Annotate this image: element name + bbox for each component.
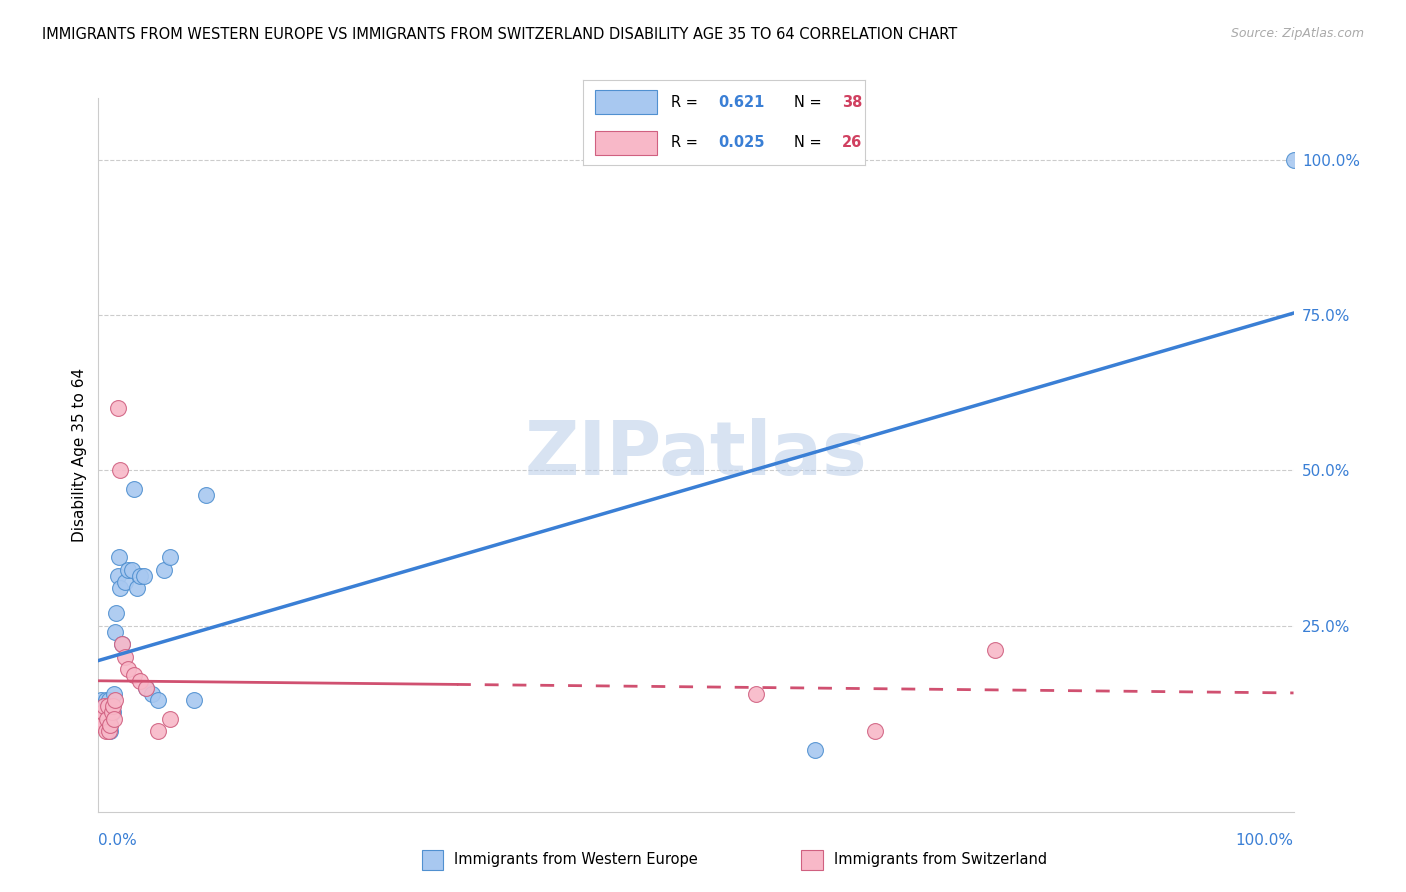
Text: R =: R =: [671, 95, 702, 110]
Point: [114, 649, 136, 664]
Point: [103, 687, 125, 701]
Point: [159, 550, 181, 565]
Point: [94, 693, 117, 707]
Point: [97, 699, 120, 714]
Text: 38: 38: [842, 95, 862, 110]
Point: [100, 706, 122, 720]
Point: [195, 488, 218, 502]
Point: [91, 699, 114, 714]
Point: [93, 712, 115, 726]
Text: Immigrants from Western Europe: Immigrants from Western Europe: [454, 853, 697, 867]
Text: 26: 26: [842, 136, 862, 151]
Point: [107, 401, 129, 416]
Point: [121, 563, 143, 577]
Point: [94, 724, 117, 739]
Text: 0.0%: 0.0%: [98, 833, 138, 848]
Point: [96, 712, 118, 726]
Point: [111, 637, 134, 651]
Point: [97, 712, 120, 726]
Point: [111, 637, 134, 651]
Point: [865, 724, 887, 739]
Point: [141, 687, 163, 701]
Point: [804, 742, 827, 756]
Point: [125, 582, 148, 596]
Point: [107, 550, 129, 565]
Point: [100, 699, 122, 714]
Point: [129, 569, 152, 583]
Point: [183, 693, 205, 707]
Point: [93, 699, 115, 714]
Point: [745, 687, 768, 701]
Point: [117, 563, 139, 577]
Text: 100.0%: 100.0%: [1236, 833, 1294, 848]
Point: [148, 724, 170, 739]
Text: N =: N =: [794, 136, 827, 151]
Point: [117, 662, 139, 676]
Point: [97, 699, 120, 714]
Point: [101, 706, 124, 720]
Text: N =: N =: [794, 95, 827, 110]
Point: [114, 575, 136, 590]
Point: [1282, 153, 1305, 168]
Point: [98, 724, 122, 739]
Point: [129, 674, 152, 689]
Text: R =: R =: [671, 136, 702, 151]
Text: Source: ZipAtlas.com: Source: ZipAtlas.com: [1230, 27, 1364, 40]
Point: [107, 569, 129, 583]
Text: IMMIGRANTS FROM WESTERN EUROPE VS IMMIGRANTS FROM SWITZERLAND DISABILITY AGE 35 : IMMIGRANTS FROM WESTERN EUROPE VS IMMIGR…: [42, 27, 957, 42]
Point: [104, 693, 127, 707]
Point: [98, 718, 122, 732]
Point: [105, 606, 128, 620]
Y-axis label: Disability Age 35 to 64: Disability Age 35 to 64: [72, 368, 87, 542]
Point: [93, 699, 115, 714]
Point: [90, 712, 112, 726]
Point: [135, 681, 157, 695]
Point: [103, 712, 125, 726]
Point: [98, 718, 122, 732]
Point: [91, 718, 114, 732]
Point: [108, 463, 131, 477]
Point: [104, 624, 127, 639]
FancyBboxPatch shape: [595, 131, 657, 155]
Text: 0.621: 0.621: [718, 95, 765, 110]
Text: 0.025: 0.025: [718, 136, 765, 151]
Point: [90, 693, 112, 707]
FancyBboxPatch shape: [595, 90, 657, 114]
Point: [148, 693, 170, 707]
Point: [124, 482, 146, 496]
Text: ZIPatlas: ZIPatlas: [524, 418, 868, 491]
Point: [91, 706, 114, 720]
Point: [98, 693, 121, 707]
Point: [98, 724, 121, 739]
Point: [96, 706, 118, 720]
Point: [159, 712, 181, 726]
Point: [101, 699, 124, 714]
Point: [124, 668, 146, 682]
Point: [984, 643, 1007, 657]
Point: [153, 563, 176, 577]
Point: [108, 582, 131, 596]
Point: [96, 718, 118, 732]
Point: [135, 681, 157, 695]
Point: [91, 706, 114, 720]
Point: [132, 569, 155, 583]
Text: Immigrants from Switzerland: Immigrants from Switzerland: [834, 853, 1047, 867]
